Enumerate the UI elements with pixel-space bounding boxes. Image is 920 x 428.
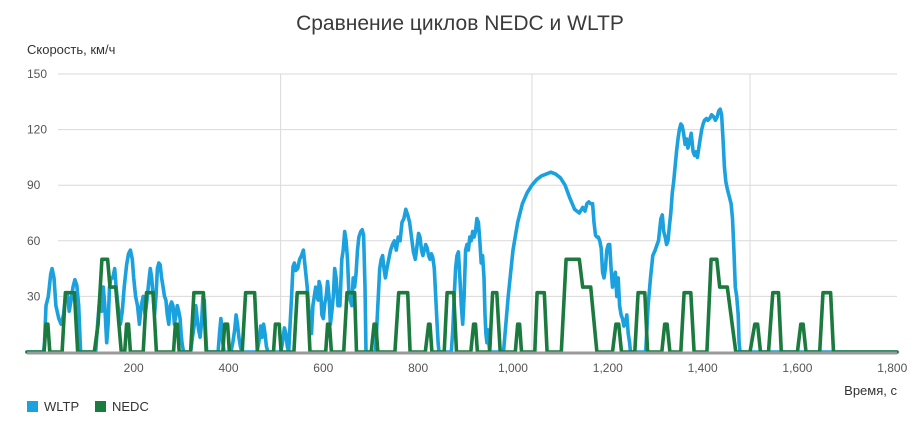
y-tick-label: 30 (27, 289, 41, 303)
x-tick-label: 1,200 (593, 361, 623, 375)
chart-title: Сравнение циклов NEDC и WLTP (296, 12, 624, 35)
legend: WLTP NEDC (27, 399, 149, 414)
series-line-wltp (25, 107, 899, 354)
x-tick-label: 1,400 (688, 361, 718, 375)
legend-label-wltp: WLTP (44, 399, 79, 414)
y-axis-label: Скорость, км/ч (27, 42, 115, 57)
x-tick-label: 600 (313, 361, 333, 375)
x-tick-label: 1,800 (877, 361, 907, 375)
legend-label-nedc: NEDC (112, 399, 149, 414)
x-tick-label: 400 (218, 361, 238, 375)
x-axis-label: Время, с (844, 383, 897, 398)
y-axis-ticks: 30 60 90 120 150 (27, 67, 47, 303)
x-tick-label: 200 (124, 361, 144, 375)
y-tick-label: 150 (27, 67, 47, 81)
legend-swatch-nedc (95, 401, 106, 412)
x-tick-label: 800 (408, 361, 428, 375)
gridlines (58, 73, 897, 352)
y-tick-label: 120 (27, 123, 47, 137)
x-axis-ticks: 200 400 600 800 1,000 1,200 1,400 1,600 1,800 (124, 361, 908, 375)
series-lines (25, 107, 899, 354)
x-tick-label: 1,600 (782, 361, 812, 375)
y-tick-label: 60 (27, 234, 41, 248)
y-tick-label: 90 (27, 178, 41, 192)
x-tick-label: 1,000 (498, 361, 528, 375)
legend-swatch-wltp (27, 401, 38, 412)
